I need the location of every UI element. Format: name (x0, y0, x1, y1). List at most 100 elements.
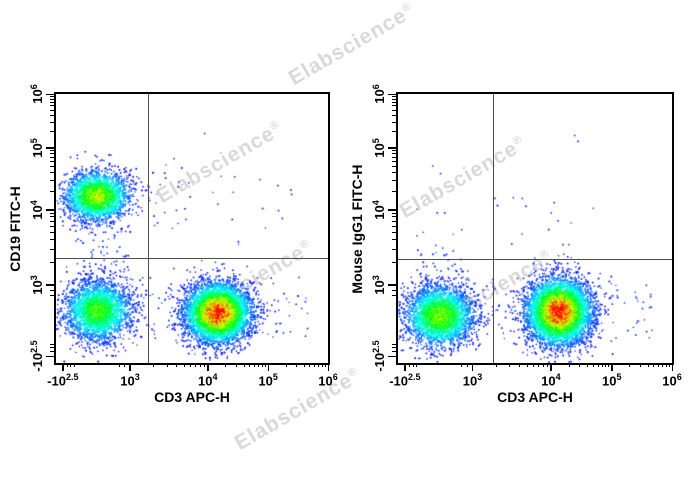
x-minor-tick (254, 363, 256, 367)
y-minor-tick (50, 220, 54, 222)
y-minor-tick (392, 98, 396, 100)
x-minor-tick (409, 363, 411, 367)
y-minor-tick (392, 114, 396, 116)
x-minor-tick (546, 363, 548, 367)
y-minor-tick (50, 156, 54, 158)
x-minor-tick (579, 363, 581, 367)
x-minor-tick (526, 363, 528, 367)
y-minor-tick (50, 150, 54, 152)
x-minor-tick (601, 363, 603, 367)
x-minor-tick (629, 363, 631, 367)
quadrant-gate-horizontal (398, 258, 672, 260)
y-minor-tick (392, 109, 396, 111)
y-minor-tick (50, 165, 54, 167)
x-minor-tick (605, 363, 607, 367)
x-minor-tick (296, 363, 298, 367)
x-minor-tick (519, 363, 521, 367)
y-tick-label: 106 (370, 84, 388, 104)
y-minor-tick (50, 248, 54, 250)
y-tick-label: 105 (370, 138, 388, 158)
y-axis-label: Mouse IgG1 FITC-H (349, 163, 365, 294)
x-minor-tick (152, 363, 154, 367)
y-minor-tick (392, 239, 396, 241)
y-minor-tick (392, 105, 396, 107)
y-minor-tick (392, 153, 396, 155)
y-minor-tick (50, 350, 54, 352)
y-minor-tick (50, 121, 54, 123)
y-major-tick (388, 147, 396, 149)
x-axis-label: CD3 APC-H (497, 389, 573, 405)
x-minor-tick (225, 363, 227, 367)
x-minor-tick (321, 363, 323, 367)
x-minor-tick (662, 363, 664, 367)
x-minor-tick (261, 363, 263, 367)
x-minor-tick (461, 363, 463, 367)
x-minor-tick (176, 363, 178, 367)
y-tick-label: 104 (370, 199, 388, 220)
y-minor-tick (50, 171, 54, 173)
x-minor-tick (203, 363, 205, 367)
y-minor-tick (50, 109, 54, 111)
x-minor-tick (309, 363, 311, 367)
y-minor-tick (50, 179, 54, 181)
y-minor-tick (50, 131, 54, 133)
y-minor-tick (50, 212, 54, 214)
x-minor-tick (303, 363, 305, 367)
y-major-tick (46, 355, 54, 357)
x-major-tick (472, 363, 474, 371)
x-minor-tick (533, 363, 534, 367)
y-minor-tick (392, 95, 396, 97)
x-minor-tick (568, 363, 570, 367)
x-axis-label: CD3 APC-H (154, 389, 230, 405)
y-minor-tick (392, 220, 396, 222)
y-minor-tick (50, 225, 54, 227)
x-tick-label: 104 (541, 372, 561, 389)
y-minor-tick (50, 347, 54, 349)
y-minor-tick (50, 153, 54, 155)
x-major-tick (129, 363, 131, 371)
y-minor-tick (392, 150, 396, 152)
quadrant-gate-vertical (148, 94, 150, 363)
y-minor-tick (392, 344, 396, 346)
quadrant-gate-horizontal (56, 258, 328, 260)
y-minor-tick (50, 190, 54, 192)
x-minor-tick (318, 363, 320, 367)
y-minor-tick (50, 161, 54, 163)
y-minor-tick (50, 289, 54, 291)
x-minor-tick (249, 363, 251, 367)
watermark-text: Elabscience® (284, 0, 414, 90)
y-major-tick (388, 93, 396, 95)
y-minor-tick (392, 261, 396, 263)
x-minor-tick (639, 363, 641, 367)
x-minor-tick (466, 363, 468, 367)
y-tick-label: -102.5 (370, 340, 388, 372)
x-minor-tick (73, 363, 75, 367)
x-major-tick (550, 363, 552, 371)
x-minor-tick (67, 363, 69, 367)
y-tick-label: 103 (28, 275, 46, 295)
x-major-tick (404, 363, 406, 371)
x-major-tick (611, 363, 613, 371)
y-minor-tick (50, 295, 54, 297)
y-minor-tick (50, 105, 54, 107)
x-minor-tick (495, 363, 497, 367)
flow-plot-igg1-vs-cd3: CD3 APC-H Mouse IgG1 FITC-H -102.5 103 104… (349, 84, 682, 405)
x-minor-tick (608, 363, 610, 367)
x-minor-tick (587, 363, 588, 367)
y-minor-tick (392, 190, 396, 192)
x-minor-tick (412, 363, 414, 367)
x-major-tick (671, 363, 673, 371)
y-axis-label: CD19 FITC-H (7, 185, 23, 272)
y-minor-tick (50, 239, 54, 241)
y-minor-tick (50, 231, 54, 233)
y-minor-tick (50, 344, 54, 346)
y-minor-tick (392, 156, 396, 158)
y-major-tick (46, 147, 54, 149)
x-minor-tick (324, 363, 326, 367)
y-minor-tick (392, 350, 396, 352)
y-major-tick (46, 209, 54, 211)
watermark-text: Elabscience® (230, 365, 360, 455)
y-tick-label: 103 (370, 275, 388, 295)
y-minor-tick (392, 212, 396, 214)
